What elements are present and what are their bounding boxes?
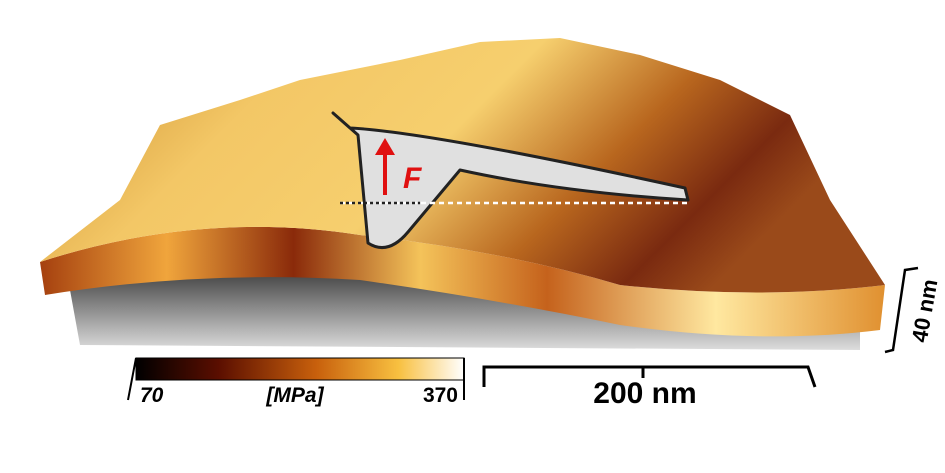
force-label: F: [403, 162, 422, 195]
side-slab: [40, 226, 885, 337]
cantilever: [331, 111, 690, 250]
colorbar-unit: [MPa]: [265, 384, 324, 407]
scale-bar-label: 200 nm: [593, 377, 696, 410]
colorbar: [135, 357, 465, 381]
height-bar: [884, 266, 919, 354]
force-arrowhead: [375, 138, 395, 155]
colorbar-max: 370: [423, 384, 458, 407]
scale-bar: [482, 365, 817, 388]
colorbar-min: 70: [140, 384, 164, 407]
colorbar-bracket: [127, 357, 465, 401]
height-bar-label: 40 nm: [907, 277, 943, 344]
shadow: [70, 272, 860, 350]
